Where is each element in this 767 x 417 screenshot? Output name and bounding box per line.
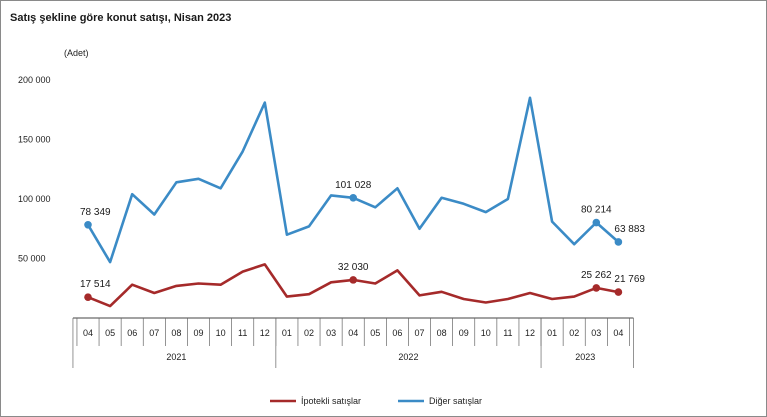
x-tick-label: 11	[503, 328, 512, 338]
data-labels: 17 514 32 030 25 262 21 769 78 349 101 028 80 …	[80, 180, 645, 290]
x-tick-label: 10	[481, 328, 491, 338]
x-tick-label: 09	[193, 328, 203, 338]
x-tick-label: 01	[282, 328, 292, 338]
data-point-marker	[614, 288, 623, 296]
data-point-marker	[592, 284, 601, 292]
x-tick-label: 10	[216, 328, 226, 338]
data-point-marker	[84, 293, 92, 301]
year-label: 2021	[166, 352, 186, 362]
x-tick-label: 03	[326, 328, 336, 338]
data-label: 32 030	[338, 262, 369, 273]
x-axis	[72, 317, 634, 368]
y-tick-label: 100 000	[18, 194, 51, 204]
data-label: 63 883	[614, 224, 645, 235]
data-label: 25 262	[581, 270, 612, 281]
x-tick-label: 01	[547, 328, 557, 338]
legend-label: Diğer satışlar	[429, 396, 482, 406]
x-tick-label: 12	[260, 328, 270, 338]
year-label: 2022	[398, 352, 418, 362]
y-tick-label: 50 000	[18, 254, 46, 264]
data-point-marker	[592, 218, 601, 227]
data-point-marker	[84, 220, 92, 229]
x-tick-label: 04	[83, 328, 93, 338]
x-tick-label: 09	[459, 328, 469, 338]
data-label: 21 769	[614, 274, 645, 285]
data-label: 78 349	[80, 207, 111, 218]
x-tick-label: 02	[304, 328, 314, 338]
y-axis-ticks: 50 000 100 000 150 000 200 000	[18, 75, 51, 264]
x-tick-label: 07	[414, 328, 424, 338]
x-tick-label: 07	[149, 328, 159, 338]
data-point-marker	[614, 238, 623, 246]
x-tick-label: 06	[127, 328, 137, 338]
x-axis-ticks: 04 05 06 07 08 09 10 11 12 01 02 03 04 05 06 07 08 09 10 11…	[83, 328, 623, 338]
x-tick-label: 08	[437, 328, 447, 338]
chart-title: Satış şekline göre konut satışı, Nisan 2…	[10, 12, 231, 24]
data-point-marker	[349, 276, 358, 284]
series-group	[84, 96, 623, 308]
x-tick-label: 12	[525, 328, 535, 338]
x-tick-label: 05	[105, 328, 115, 338]
x-tick-label: 04	[348, 328, 358, 338]
x-tick-label: 04	[613, 328, 623, 338]
year-label: 2023	[575, 352, 595, 362]
data-point-marker	[349, 193, 358, 202]
y-unit-label: (Adet)	[64, 48, 89, 58]
y-tick-label: 200 000	[18, 75, 51, 85]
x-tick-label: 06	[392, 328, 402, 338]
data-label: 80 214	[581, 205, 612, 216]
legend-label: İpotekli satışlar	[301, 396, 361, 406]
x-axis-years: 2021 2022 2023	[166, 352, 595, 362]
x-tick-label: 03	[591, 328, 601, 338]
x-tick-label: 11	[238, 328, 247, 338]
x-tick-label: 08	[171, 328, 181, 338]
data-label: 101 028	[335, 180, 372, 191]
legend: İpotekli satışlar Diğer satışlar	[270, 396, 482, 406]
x-tick-label: 05	[370, 328, 380, 338]
data-label: 17 514	[80, 279, 111, 290]
x-tick-label: 02	[569, 328, 579, 338]
y-tick-label: 150 000	[18, 135, 51, 145]
